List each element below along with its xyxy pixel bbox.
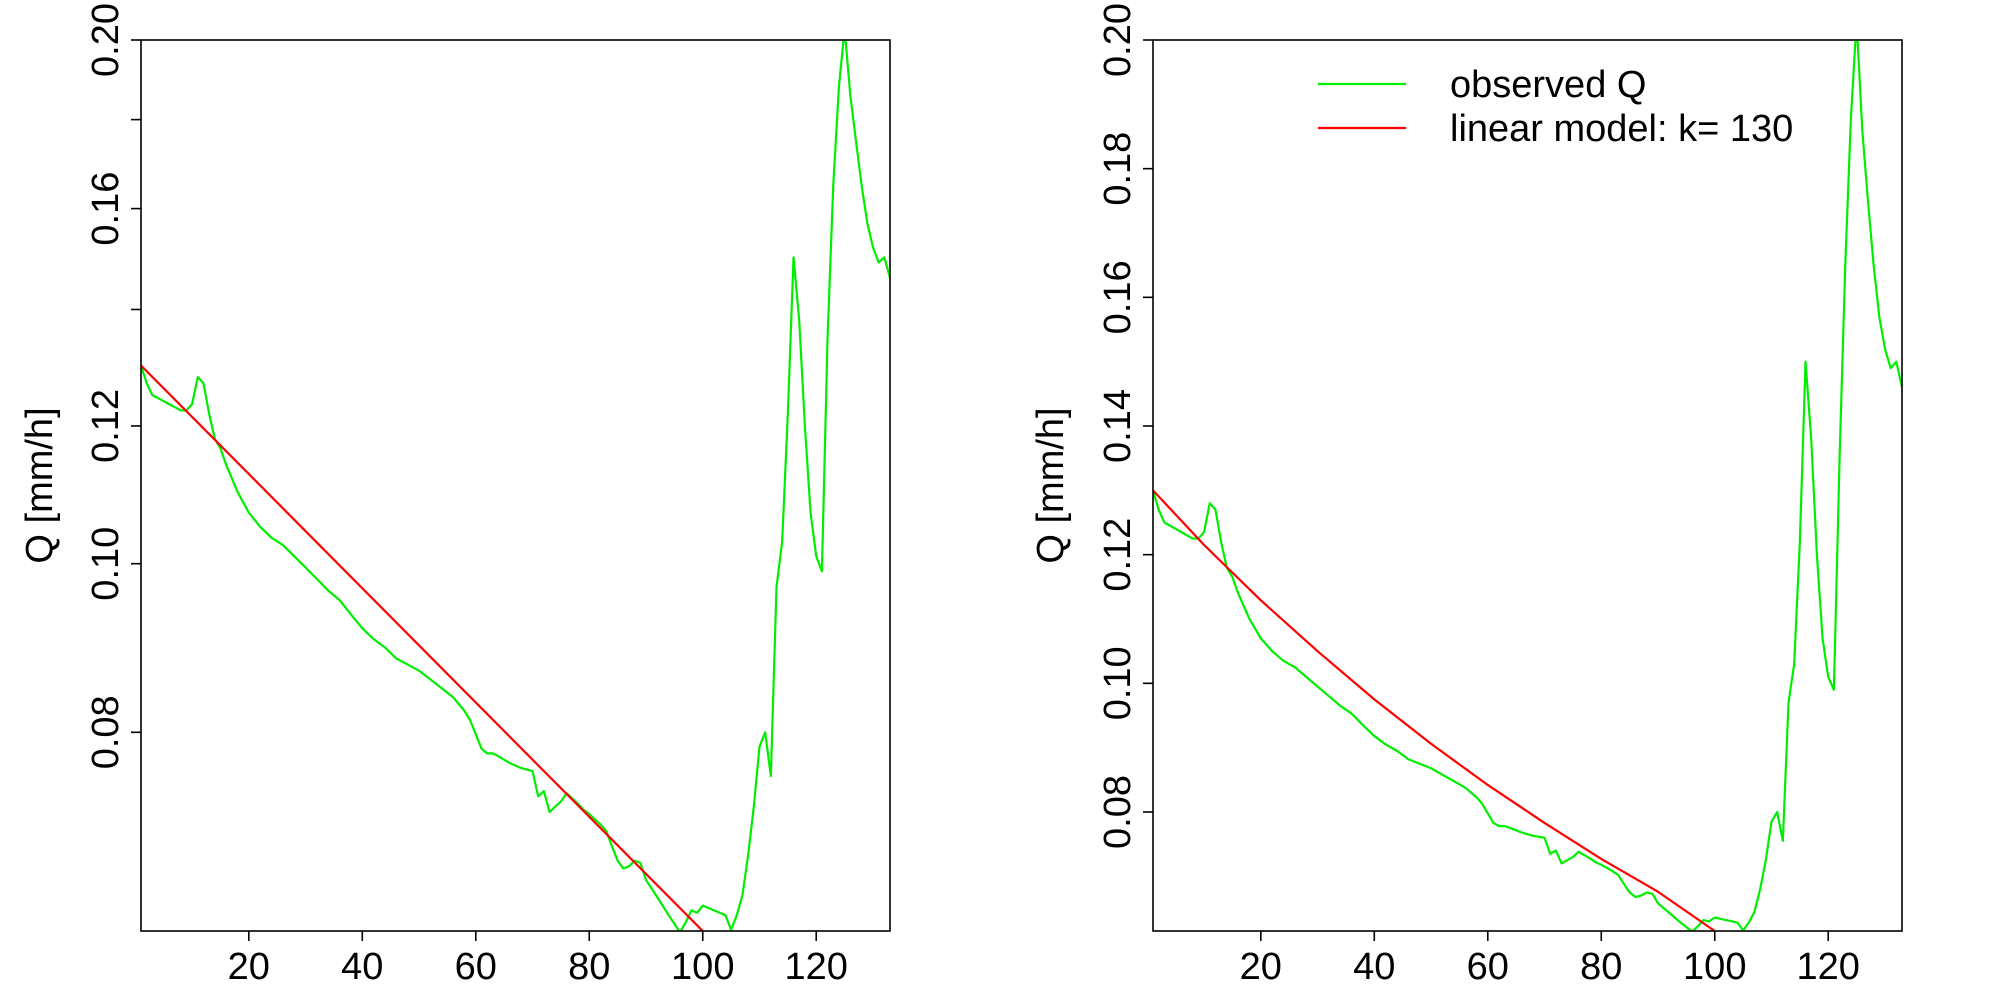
left-chart-panel: 20 40 60 80 100 120 0.08 0.10 0.12 0.16 0.20 Q [mm/…: [19, 3, 891, 988]
y-axis-title: Q [mm/h]: [19, 407, 61, 563]
legend-label: linear model: k= 130: [1450, 108, 1793, 150]
x-tick-label: 80: [568, 946, 610, 988]
y-tick-label: 0.20: [85, 3, 127, 77]
y-tick-label: 0.18: [1097, 132, 1139, 206]
x-tick-label: 20: [1240, 946, 1282, 988]
y-tick-label: 0.12: [1097, 518, 1139, 592]
y-tick-label: 0.20: [1097, 3, 1139, 77]
x-tick-label: 60: [1467, 946, 1509, 988]
x-tick-label: 40: [1353, 946, 1395, 988]
series-line-model: [1153, 489, 1716, 931]
plot-frame: [140, 39, 891, 932]
x-tick-label: 100: [671, 946, 734, 988]
x-tick-label: 100: [1683, 946, 1746, 988]
y-tick-label: 0.10: [85, 527, 127, 601]
x-tick-label: 60: [455, 946, 497, 988]
x-tick-label: 20: [228, 946, 270, 988]
x-tick-label: 120: [1797, 946, 1860, 988]
series-line-model: [141, 364, 704, 931]
series-line-observed: [1153, 40, 1902, 931]
right-chart-panel: 20 40 60 80 100 120 0.08 0.10 0.12 0.14 0.16 0.18 0.…: [1030, 3, 1903, 988]
y-tick-label: 0.08: [1097, 775, 1139, 849]
y-tick-label: 0.16: [85, 172, 127, 246]
y-tick-label: 0.08: [85, 695, 127, 769]
y-tick-label: 0.16: [1097, 260, 1139, 334]
y-tick-label: 0.12: [85, 389, 127, 463]
y-tick-label: 0.14: [1097, 389, 1139, 463]
y-tick-label: 0.10: [1097, 646, 1139, 720]
x-tick-label: 120: [785, 946, 848, 988]
plot-frame: [1152, 39, 1903, 932]
legend-label: observed Q: [1450, 64, 1646, 106]
y-axis-title: Q [mm/h]: [1030, 407, 1072, 563]
x-tick-label: 40: [341, 946, 383, 988]
x-tick-label: 80: [1580, 946, 1622, 988]
